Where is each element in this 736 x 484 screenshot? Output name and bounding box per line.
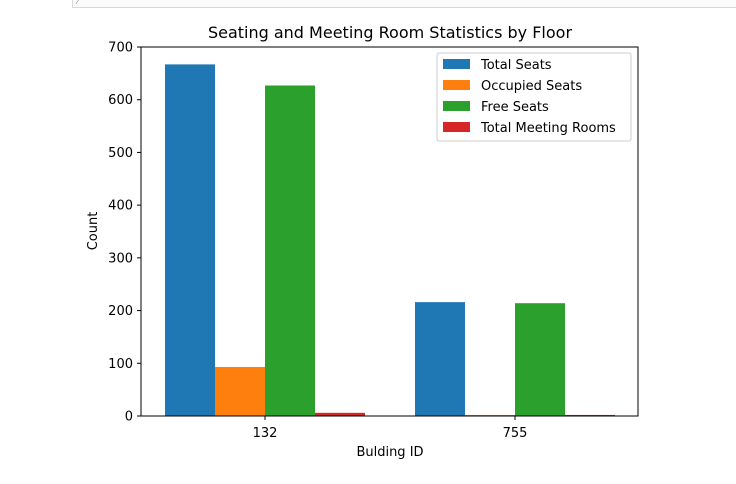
legend-label: Free Seats bbox=[481, 100, 549, 115]
y-tick-label: 500 bbox=[108, 146, 133, 161]
y-tick-label: 700 bbox=[108, 41, 133, 56]
legend-swatch bbox=[443, 80, 470, 90]
y-tick-label: 600 bbox=[108, 93, 133, 108]
y-tick-label: 0 bbox=[125, 410, 133, 425]
y-tick-label: 200 bbox=[108, 304, 133, 319]
bar-total-seats-132 bbox=[165, 64, 215, 416]
legend-box bbox=[436, 52, 632, 142]
bar-occupied-seats-755 bbox=[465, 414, 515, 416]
y-tick-label: 300 bbox=[108, 251, 133, 266]
legend: Total Seats Occupied Seats Free Seats Total… bbox=[436, 52, 632, 142]
bar-total-seats-755 bbox=[415, 302, 465, 416]
legend-swatch bbox=[443, 122, 470, 132]
bar-occupied-seats-132 bbox=[215, 366, 265, 416]
notebook-cell-edge: ⁄ bbox=[72, 0, 736, 8]
x-axis: 132 755 bbox=[253, 416, 528, 441]
cell-edge-glyph: ⁄ bbox=[77, 0, 79, 6]
legend-label: Occupied Seats bbox=[481, 79, 582, 94]
legend-label: Total Meeting Rooms bbox=[480, 121, 616, 136]
bars-group bbox=[165, 64, 615, 416]
x-tick-label: 755 bbox=[503, 426, 528, 441]
y-axis: 0 100 200 300 400 500 600 700 bbox=[108, 41, 141, 425]
bar-total-meeting-rooms-132 bbox=[315, 412, 365, 416]
legend-swatch bbox=[443, 101, 470, 111]
bar-free-seats-755 bbox=[515, 303, 565, 416]
legend-label: Total Seats bbox=[480, 58, 552, 73]
x-tick-label: 132 bbox=[253, 426, 278, 441]
x-axis-label: Bulding ID bbox=[356, 445, 423, 460]
bar-free-seats-132 bbox=[265, 85, 315, 416]
y-tick-label: 400 bbox=[108, 199, 133, 214]
plot-frame bbox=[140, 46, 639, 417]
y-axis-label: Count bbox=[86, 212, 101, 251]
chart-title: Seating and Meeting Room Statistics by F… bbox=[208, 23, 573, 42]
y-tick-label: 100 bbox=[108, 357, 133, 372]
bar-total-meeting-rooms-755 bbox=[565, 414, 615, 416]
legend-swatch bbox=[443, 59, 470, 69]
